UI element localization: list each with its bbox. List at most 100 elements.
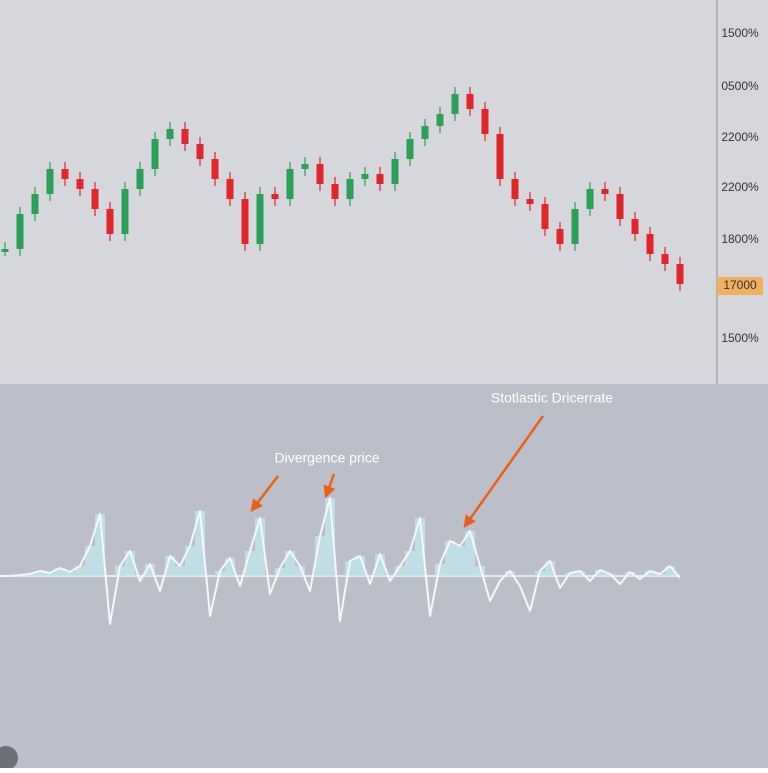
- histogram-bar: [65, 572, 75, 576]
- histogram-bar: [375, 554, 385, 576]
- histogram-bar: [195, 511, 205, 576]
- candle-body: [316, 164, 324, 184]
- candle-body: [151, 139, 159, 169]
- histogram-bar: [445, 541, 455, 576]
- candle-body: [376, 174, 384, 184]
- candle-body: [661, 254, 669, 264]
- candle-body: [331, 184, 339, 199]
- candle-body: [76, 179, 84, 189]
- histogram-bar: [245, 551, 255, 576]
- y-tick-label: 1500%: [721, 26, 759, 40]
- price-chart: 1500% 0500% 2200% 2200% 1800% 1500% 17000: [1, 26, 763, 345]
- candle-body: [61, 169, 69, 179]
- candle-body: [586, 189, 594, 209]
- histogram-bar: [45, 573, 55, 576]
- annotation: Divergence price: [274, 450, 379, 466]
- histogram-bar: [185, 546, 195, 576]
- histogram-bar: [145, 564, 155, 576]
- histogram-bar: [275, 568, 285, 576]
- arrow: [323, 473, 336, 499]
- histogram-bar: [225, 558, 235, 576]
- histogram-bar: [315, 536, 325, 576]
- candle-body: [301, 164, 309, 169]
- y-tick-label: 0500%: [721, 79, 759, 93]
- histogram-bar: [75, 566, 85, 576]
- histogram-bar: [405, 551, 415, 576]
- oscillator-chart: [0, 497, 681, 625]
- candle-body: [406, 139, 414, 159]
- candle-body: [511, 179, 519, 199]
- candle-body: [616, 194, 624, 219]
- histogram-bar: [255, 518, 265, 576]
- histogram-bar: [165, 556, 175, 576]
- arrow: [463, 415, 545, 529]
- histogram-bar: [345, 561, 355, 576]
- candle-body: [646, 234, 654, 254]
- histogram-bar: [665, 566, 675, 576]
- candle-body: [196, 144, 204, 159]
- histogram-bar: [355, 556, 365, 576]
- histogram-bar: [295, 566, 305, 576]
- histogram-bar: [435, 564, 445, 576]
- histogram-bar: [505, 571, 515, 576]
- candle-body: [46, 169, 54, 194]
- current-price-box: [717, 277, 763, 295]
- candle-body: [541, 204, 549, 229]
- oscillator-line: [0, 497, 681, 625]
- histogram-bar: [55, 568, 65, 576]
- histogram-bar: [545, 561, 555, 576]
- histogram-bar: [285, 551, 295, 576]
- histogram-bar: [125, 551, 135, 576]
- y-tick-label: 1500%: [721, 331, 759, 345]
- y-tick-label: 1800%: [721, 232, 759, 246]
- corner-button[interactable]: [0, 746, 18, 770]
- candle-body: [16, 214, 24, 249]
- histogram-bar: [35, 571, 45, 576]
- candle-body: [1, 249, 9, 252]
- histogram-bar: [465, 531, 475, 576]
- annotation: Stotlastic Dricerrate: [491, 390, 613, 406]
- candle-body: [91, 189, 99, 209]
- histogram-bar: [325, 498, 335, 576]
- histogram-bar: [595, 570, 605, 576]
- histogram-bar: [645, 571, 655, 576]
- arrow: [250, 475, 279, 512]
- candle-body: [106, 209, 114, 234]
- candle-body: [361, 174, 369, 179]
- price-panel: [0, 0, 768, 384]
- candle-body: [451, 94, 459, 114]
- candle-body: [136, 169, 144, 189]
- candle-body: [31, 194, 39, 214]
- candle-body: [421, 126, 429, 139]
- histogram-bar: [455, 546, 465, 576]
- histogram-bar: [415, 518, 425, 576]
- histogram-bar: [575, 571, 585, 576]
- candle-body: [286, 169, 294, 199]
- candle-body: [271, 194, 279, 199]
- candle-body: [601, 189, 609, 194]
- histogram-bar: [395, 566, 405, 576]
- current-price-label: 17000: [723, 278, 757, 292]
- candle-body: [346, 179, 354, 199]
- candle-body: [676, 264, 684, 284]
- candle-body: [556, 229, 564, 244]
- candle-body: [226, 179, 234, 199]
- candle-body: [631, 219, 639, 234]
- candle-body: [526, 199, 534, 204]
- y-tick-label: 2200%: [721, 180, 759, 194]
- candle-body: [466, 94, 474, 109]
- histogram-bar: [475, 566, 485, 576]
- histogram-bar: [95, 514, 105, 576]
- candle-body: [571, 209, 579, 244]
- candle-body: [436, 114, 444, 126]
- histogram-bar: [175, 566, 185, 576]
- histogram-bar: [85, 546, 95, 576]
- candle-body: [256, 194, 264, 244]
- candle-body: [496, 134, 504, 179]
- histogram-bar: [625, 572, 635, 576]
- candle-body: [481, 109, 489, 134]
- candle-body: [241, 199, 249, 244]
- y-tick-label: 2200%: [721, 130, 759, 144]
- candle-body: [181, 129, 189, 144]
